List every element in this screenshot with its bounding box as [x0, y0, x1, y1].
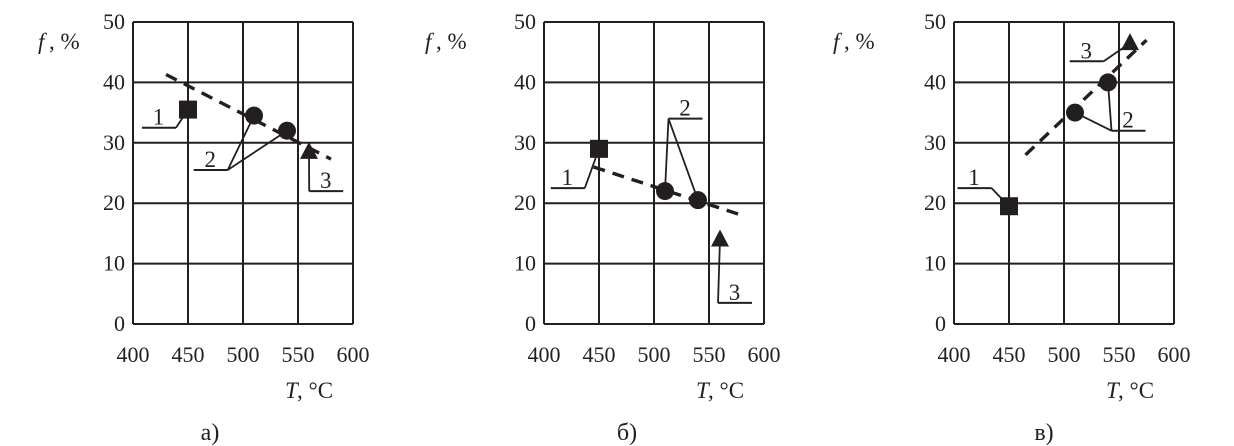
callout-leader	[664, 118, 670, 192]
panel-c: 0 10 20 30 40 50 400 450 500 550 600 f, % T, °C в) 1 2 3	[833, 9, 1191, 446]
callout-label: 2	[204, 147, 216, 172]
y-tick-label: 0	[935, 311, 946, 336]
trend-line-dashed	[592, 165, 743, 217]
x-axis-unit: , °C	[1118, 378, 1154, 403]
callout-label: 3	[729, 280, 741, 305]
callout-leader	[226, 115, 255, 171]
x-tick-label: 400	[528, 342, 561, 367]
data-point-square	[179, 100, 197, 119]
data-point-square	[590, 139, 608, 158]
x-tick-label: 500	[227, 342, 260, 367]
callout-leader	[667, 118, 699, 201]
data-point-triangle	[300, 141, 318, 159]
x-tick-label: 400	[117, 342, 150, 367]
data-point-circle	[1099, 73, 1117, 92]
y-tick-label: 0	[525, 311, 536, 336]
y-tick-label: 50	[103, 9, 125, 34]
y-tick-label: 30	[514, 130, 536, 155]
panel-caption: в)	[1034, 420, 1053, 446]
y-tick-label: 50	[924, 9, 946, 34]
y-tick-label: 30	[924, 130, 946, 155]
callout-leader	[717, 239, 721, 303]
y-tick-label: 10	[514, 251, 536, 276]
data-point-triangle	[1121, 33, 1139, 51]
y-axis-symbol: f	[38, 29, 48, 54]
callout-label: 3	[320, 168, 332, 193]
x-tick-label: 550	[282, 342, 315, 367]
data-point-square	[1000, 197, 1018, 216]
callout-leader	[227, 129, 288, 171]
y-axis-symbol: f	[425, 29, 435, 54]
x-axis-symbol: T	[696, 378, 711, 403]
data-point-triangle	[711, 229, 729, 247]
trend-line-dashed	[1024, 38, 1148, 157]
trend-line-dashed	[165, 73, 332, 161]
panel-a: 0 10 20 30 40 50 400 450 500 550 600 f, % T, °C а) 1 2 3	[38, 9, 370, 446]
x-axis-symbol: T	[285, 378, 300, 403]
y-axis-unit: , %	[49, 29, 80, 54]
x-tick-label: 400	[938, 342, 971, 367]
panel-caption: б)	[617, 420, 637, 446]
x-tick-label: 500	[638, 342, 671, 367]
callout-label: 1	[562, 165, 574, 190]
x-tick-label: 600	[1158, 342, 1191, 367]
y-tick-label: 20	[514, 190, 536, 215]
x-axis-unit: , °C	[708, 378, 744, 403]
y-tick-label: 40	[514, 69, 536, 94]
x-tick-label: 450	[172, 342, 205, 367]
y-axis-unit: , %	[844, 29, 875, 54]
callout-label: 2	[1122, 108, 1134, 133]
callout-label: 1	[968, 165, 980, 190]
x-axis-symbol: T	[1106, 378, 1121, 403]
panel-b: 0 10 20 30 40 50 400 450 500 550 600 f, % T, °C б) 1 2 3	[425, 9, 781, 446]
x-tick-label: 500	[1048, 342, 1081, 367]
y-tick-label: 40	[103, 69, 125, 94]
x-tick-label: 450	[583, 342, 616, 367]
callout-label: 3	[1080, 38, 1092, 63]
y-tick-label: 20	[103, 190, 125, 215]
data-point-circle	[1066, 103, 1084, 122]
data-point-circle	[656, 182, 674, 201]
data-point-circle	[245, 106, 263, 125]
y-tick-label: 50	[514, 9, 536, 34]
data-point-circle	[278, 121, 296, 140]
callout-label: 1	[153, 105, 165, 130]
callout-label: 2	[679, 96, 691, 121]
panel-caption: а)	[201, 420, 220, 446]
x-tick-label: 600	[337, 342, 370, 367]
x-tick-label: 450	[993, 342, 1026, 367]
y-tick-label: 0	[114, 311, 125, 336]
y-tick-label: 10	[924, 251, 946, 276]
data-point-circle	[689, 191, 707, 210]
y-axis-symbol: f	[833, 29, 843, 54]
y-tick-label: 10	[103, 251, 125, 276]
x-tick-label: 600	[748, 342, 781, 367]
x-tick-label: 550	[693, 342, 726, 367]
y-tick-label: 40	[924, 69, 946, 94]
y-tick-label: 20	[924, 190, 946, 215]
y-tick-label: 30	[103, 130, 125, 155]
x-tick-label: 550	[1103, 342, 1136, 367]
x-axis-unit: , °C	[297, 378, 333, 403]
y-axis-unit: , %	[436, 29, 467, 54]
